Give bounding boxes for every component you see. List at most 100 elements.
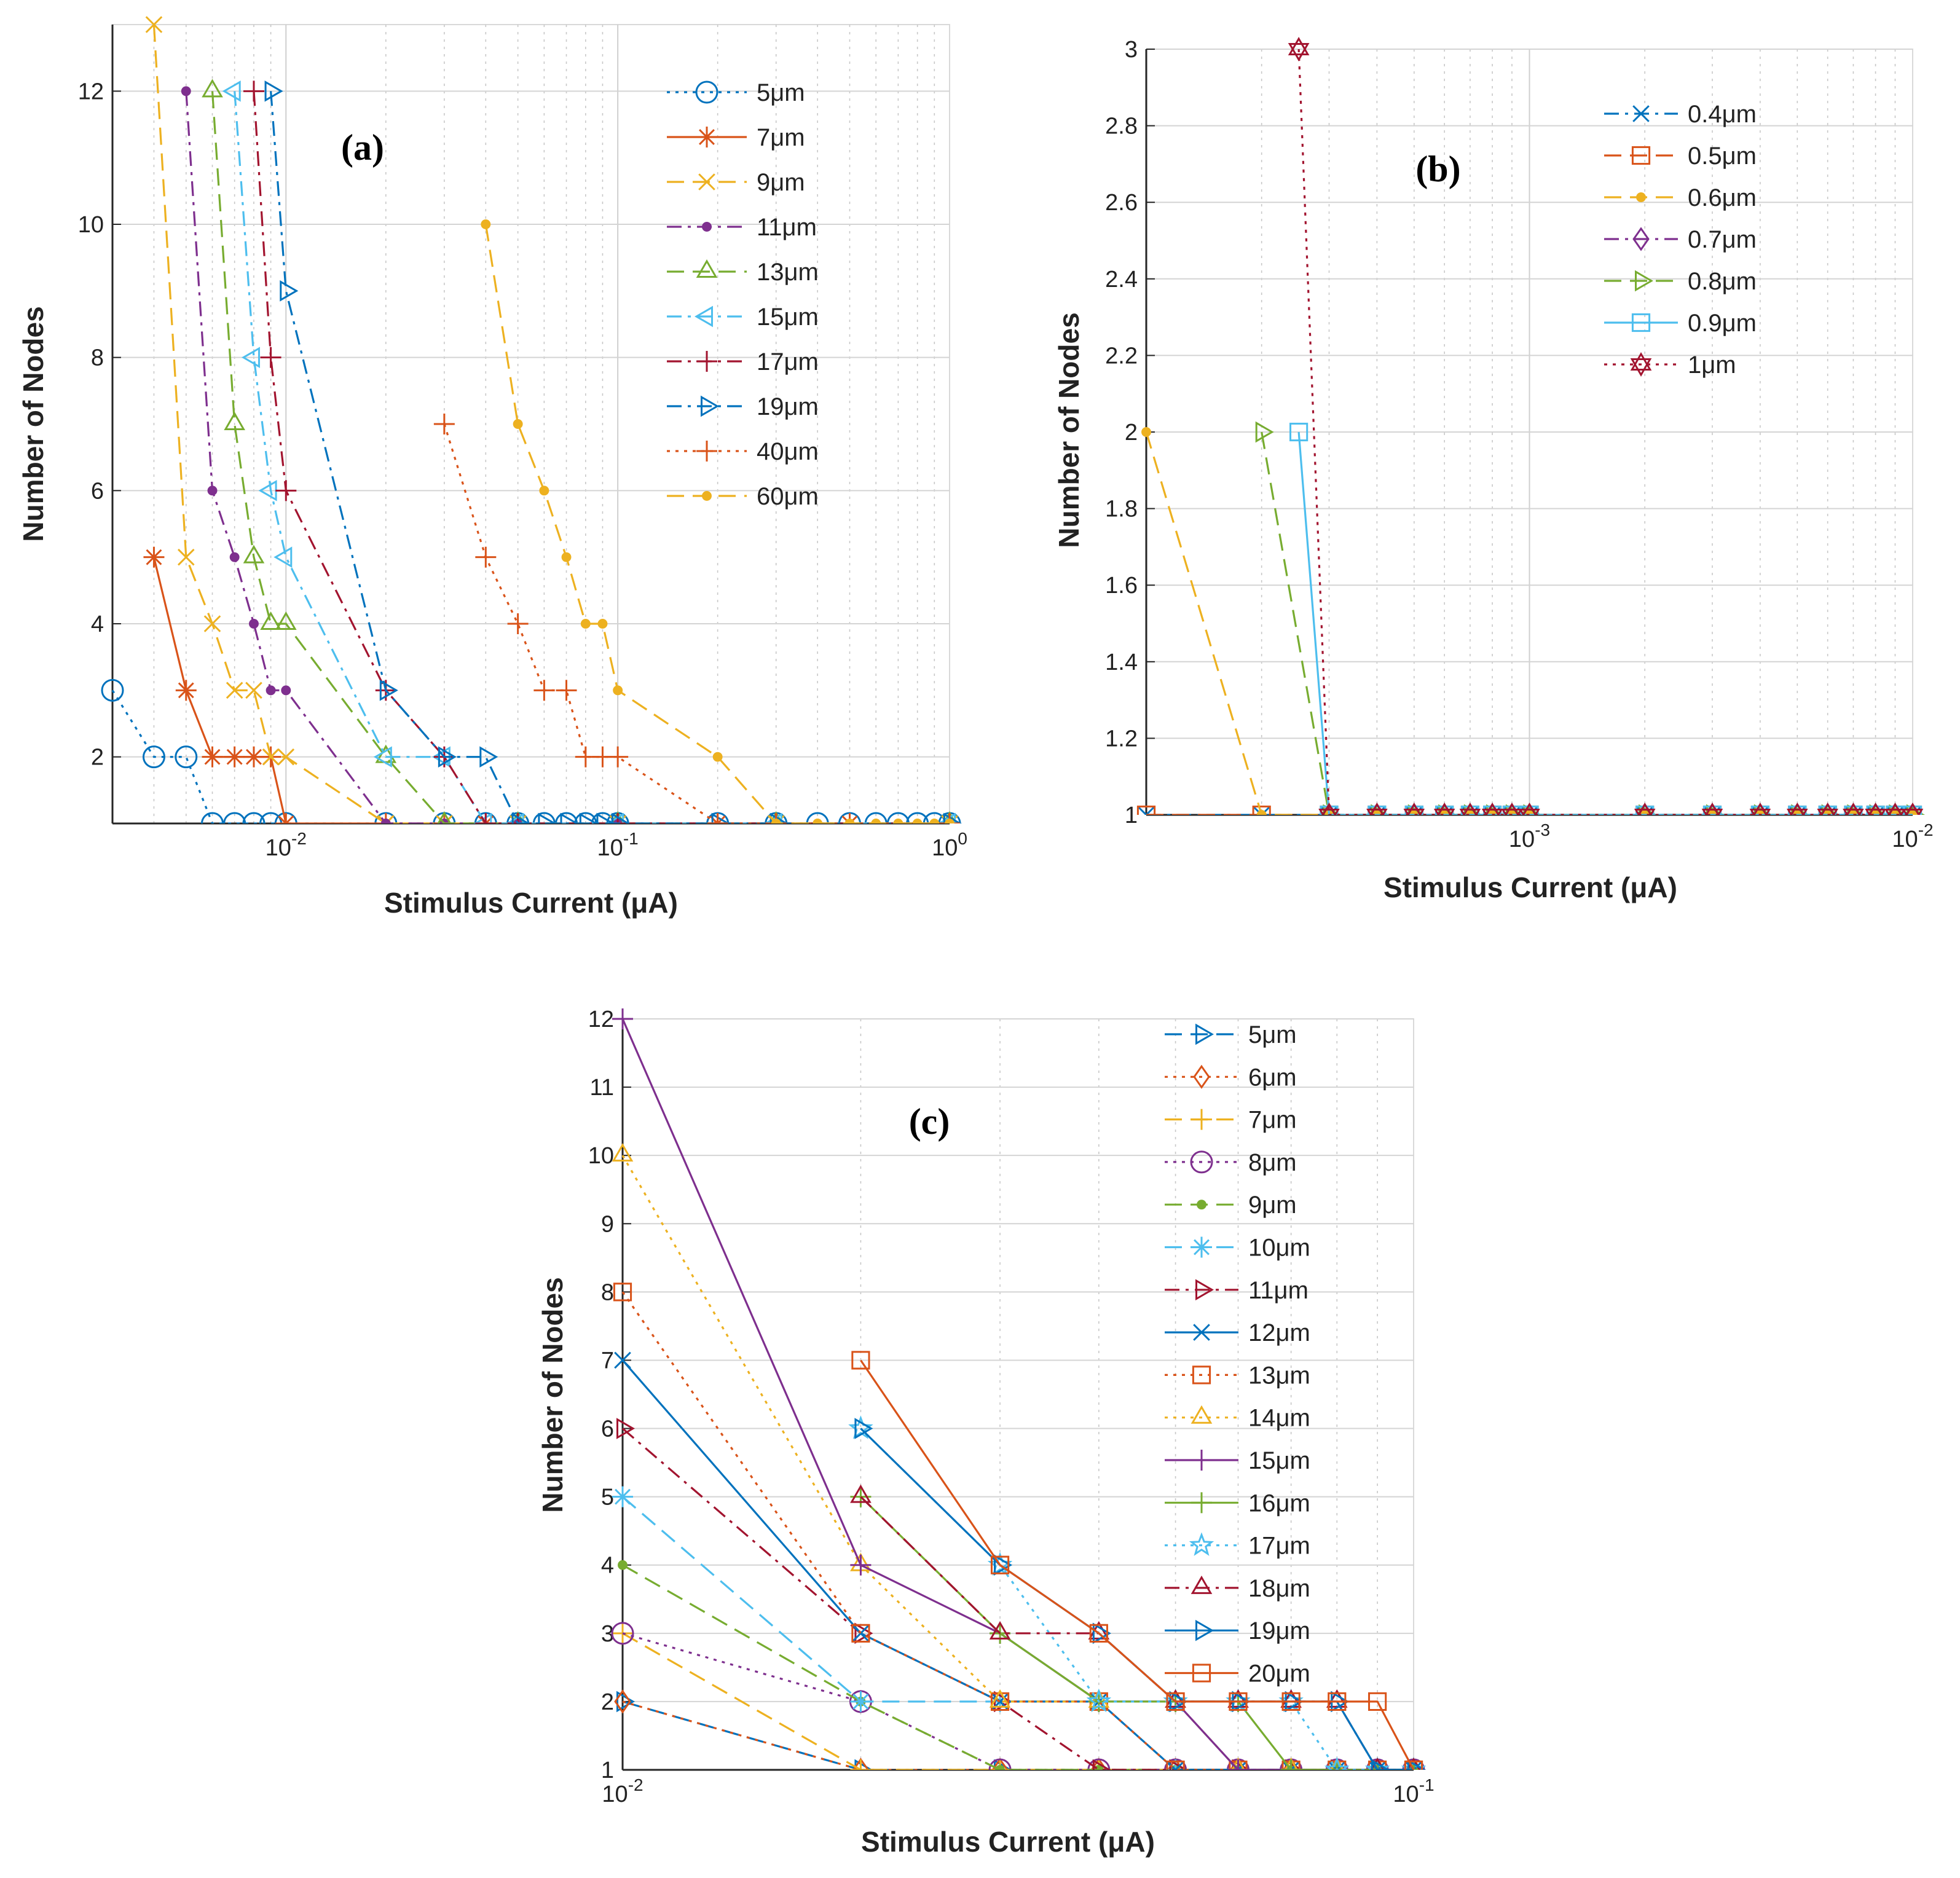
legend-label: 0.6μm	[1688, 184, 1757, 211]
data-point	[1507, 810, 1517, 815]
legend-label: 17μm	[1248, 1533, 1310, 1560]
y-tick-label: 2.8	[1105, 114, 1138, 139]
data-point	[994, 1554, 1013, 1576]
legend-item: 20μm	[1165, 1660, 1310, 1687]
data-point	[243, 81, 264, 102]
data-point	[1252, 805, 1271, 815]
data-point	[989, 1689, 1011, 1708]
data-point	[1403, 802, 1425, 815]
y-tick-label: 2.4	[1105, 267, 1138, 293]
series-40μm	[433, 414, 960, 823]
data-point	[241, 347, 260, 368]
series-line	[152, 557, 950, 823]
data-point	[806, 812, 829, 823]
legend-label: 11μm	[757, 214, 817, 241]
legend-item: 0.9μm	[1604, 310, 1757, 337]
legend-marker	[1193, 1324, 1210, 1341]
legend-item: 13μm	[1165, 1362, 1310, 1389]
data-point	[1435, 805, 1454, 815]
data-point	[556, 680, 577, 701]
data-point	[436, 815, 453, 823]
legend-item: 9μm	[1165, 1192, 1297, 1219]
data-point	[1755, 810, 1765, 815]
data-point	[101, 678, 124, 702]
legend-item: 9μm	[667, 169, 805, 196]
data-point	[1141, 427, 1151, 437]
data-point	[224, 746, 245, 768]
legend-marker	[1192, 1664, 1211, 1683]
data-point	[275, 813, 297, 823]
legend-label: 13μm	[757, 259, 819, 286]
data-point	[1407, 1759, 1427, 1770]
data-point	[243, 544, 265, 564]
data-point	[854, 1418, 873, 1439]
data-point	[574, 812, 597, 823]
data-point	[937, 812, 956, 823]
data-point	[618, 1560, 628, 1570]
data-point	[145, 16, 163, 33]
data-point	[1086, 1688, 1112, 1713]
data-point	[906, 812, 929, 823]
legend-marker	[1191, 1575, 1213, 1594]
legend-item: 6μm	[1165, 1064, 1297, 1091]
legend: 5μm 7μm 9μm 11μm 13μm 15μm 17μm 19μm 40μm 60μm	[667, 79, 819, 510]
data-point	[1230, 1757, 1246, 1770]
data-point	[1167, 1761, 1184, 1770]
data-point	[886, 812, 910, 823]
legend-label: 15μm	[1248, 1447, 1310, 1474]
data-point	[1364, 1756, 1390, 1770]
legend-item: 11μm	[667, 214, 817, 241]
x-tick-label: 10-3	[1509, 820, 1550, 852]
legend-item: 19μm	[667, 393, 819, 420]
legend-item: 18μm	[1165, 1575, 1310, 1602]
data-point	[281, 685, 291, 696]
data-point	[771, 819, 781, 823]
legend-label: 19μm	[757, 393, 819, 420]
data-point	[813, 819, 823, 823]
panel-label: (c)	[909, 1101, 950, 1142]
data-point	[533, 680, 555, 701]
data-point	[479, 746, 498, 768]
legend-label: 9μm	[757, 169, 805, 196]
data-point	[611, 1622, 634, 1645]
y-tick-label: 2.2	[1105, 343, 1138, 369]
data-point	[1368, 805, 1387, 815]
data-point	[1229, 1692, 1248, 1711]
legend-label: 7μm	[757, 124, 805, 151]
data-point	[560, 812, 579, 823]
series-line	[622, 1564, 1414, 1770]
data-point	[1166, 1692, 1185, 1711]
data-point	[513, 419, 523, 429]
data-point	[1502, 805, 1522, 815]
data-point	[1281, 1692, 1301, 1711]
data-point	[181, 86, 191, 96]
data-point	[613, 1283, 632, 1302]
series-line	[253, 91, 950, 823]
legend-marker	[696, 351, 717, 372]
data-point	[1465, 810, 1475, 815]
legend-marker	[1195, 1279, 1214, 1301]
data-point	[1328, 1692, 1347, 1711]
series-line	[185, 91, 950, 823]
series-line	[860, 1428, 1414, 1770]
data-point	[262, 748, 280, 766]
legend-item: 19μm	[1165, 1617, 1310, 1644]
x-tick-label: 10-2	[1892, 820, 1933, 852]
data-point	[1844, 805, 1863, 815]
data-point	[612, 812, 631, 823]
data-point	[607, 746, 629, 768]
data-point	[277, 748, 295, 766]
data-point	[1786, 802, 1808, 815]
data-point	[929, 819, 940, 823]
y-tick-label: 4	[91, 611, 104, 637]
data-point	[989, 1621, 1011, 1640]
series-19μm	[264, 81, 962, 823]
y-tick-label: 4	[601, 1553, 614, 1579]
data-point	[1460, 805, 1480, 815]
data-point	[259, 812, 283, 823]
data-point	[1280, 1759, 1302, 1770]
data-point	[1289, 422, 1309, 442]
legend-item: 12μm	[1165, 1319, 1310, 1346]
data-point	[274, 546, 293, 568]
data-point	[1843, 802, 1864, 815]
